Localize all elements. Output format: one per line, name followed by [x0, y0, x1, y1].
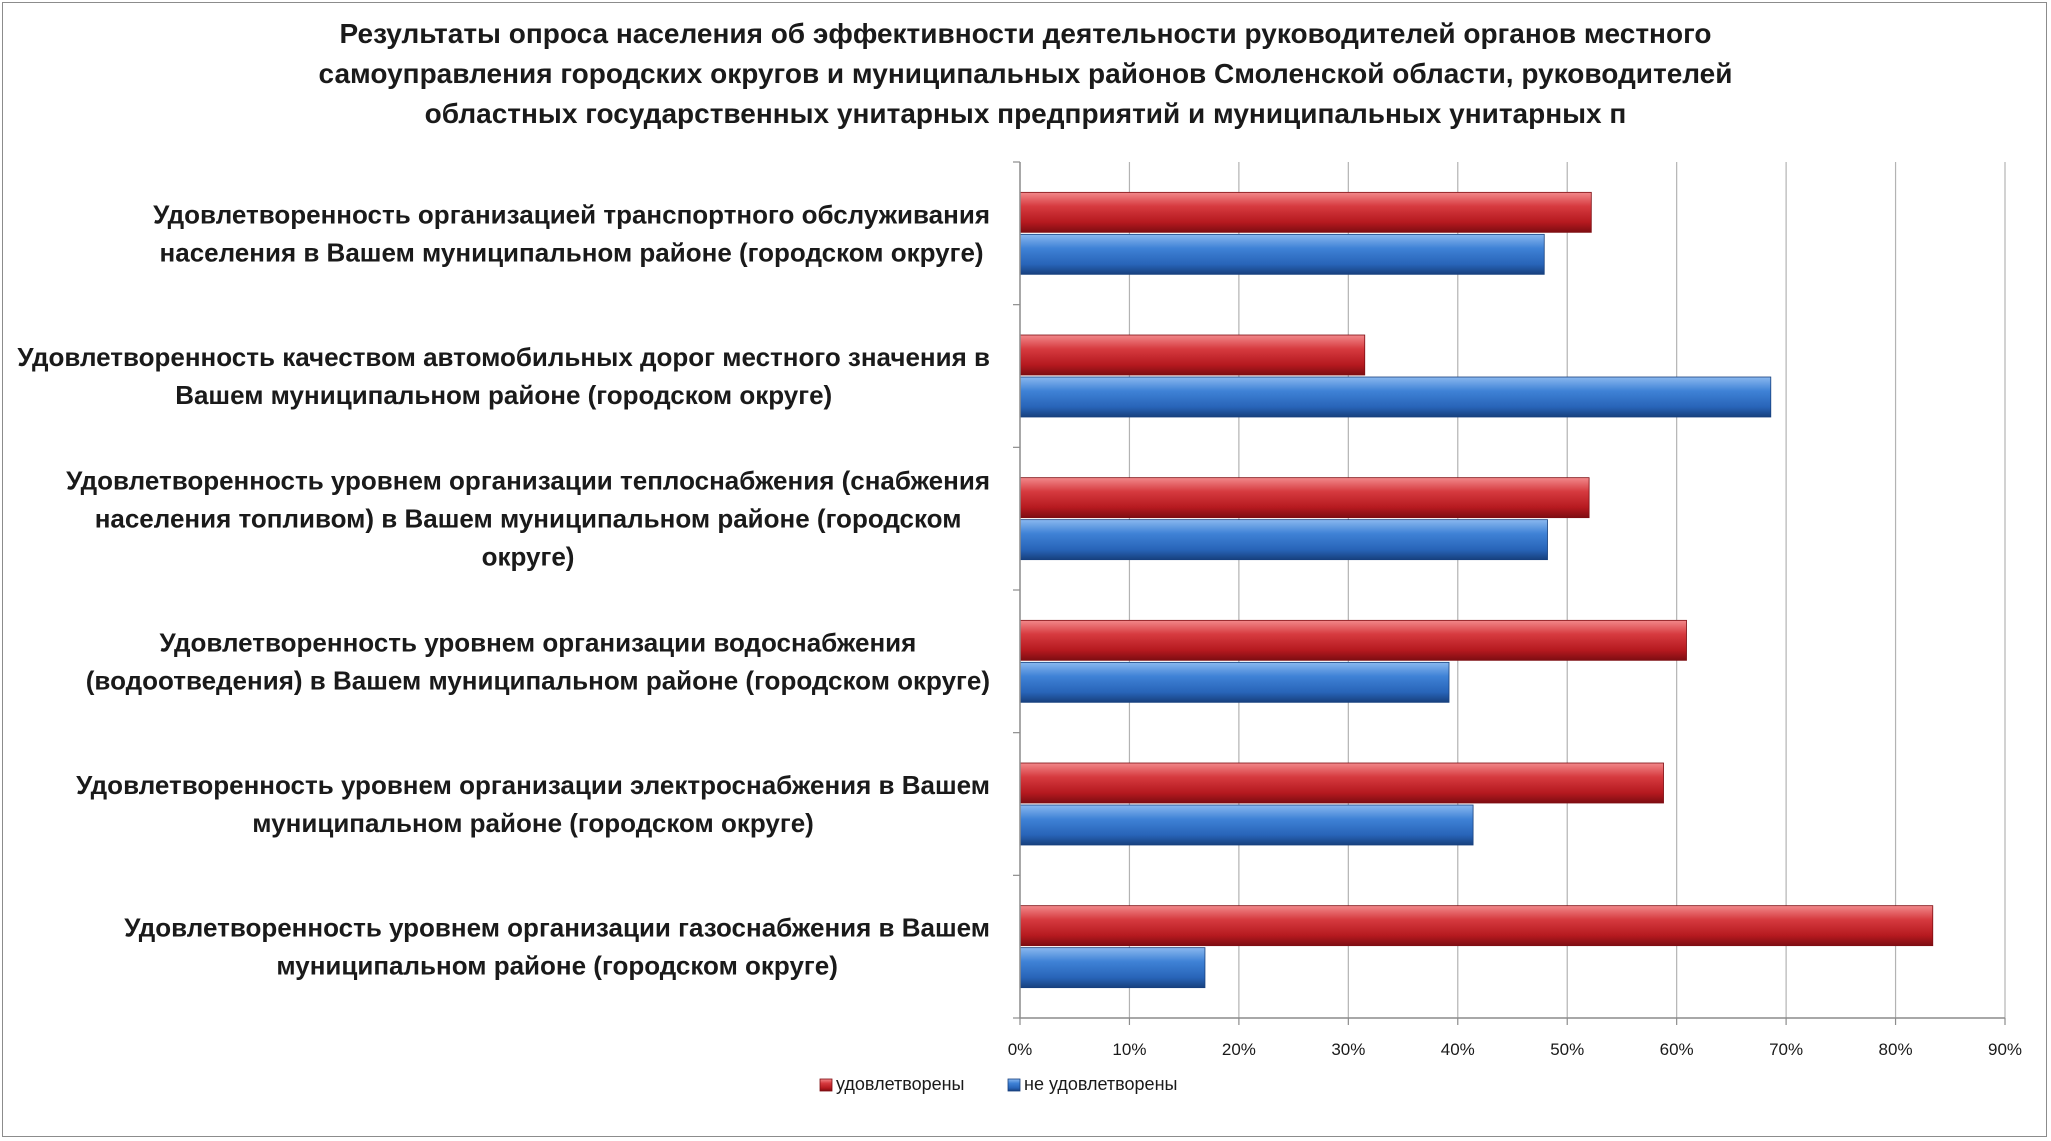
bar-not-satisfied-6 [1019, 947, 1206, 989]
bar-satisfied-5 [1019, 762, 1664, 804]
axis-group: 0% 10% 20% 30% 40% 50% 60% 70% 80% 90% [1008, 161, 2022, 1059]
category-label-6: Удовлетворенность уровнем организации га… [124, 913, 990, 981]
category-label-line: населения топливом) в Вашем муниципально… [95, 504, 962, 534]
x-tick-label: 10% [1112, 1040, 1146, 1059]
bar-satisfied-3 [1019, 477, 1590, 519]
grid-lines [1128, 162, 2006, 1018]
x-tick-label: 60% [1660, 1040, 1694, 1059]
bar-satisfied-4 [1019, 619, 1687, 661]
category-label-line: Вашем муниципальном районе (городском ок… [175, 380, 832, 410]
category-label-line: Удовлетворенность уровнем организации во… [159, 627, 916, 657]
bar-not-satisfied-5 [1019, 804, 1474, 846]
category-label-line: Удовлетворенность организацией транспорт… [153, 199, 990, 229]
x-tick-label: 80% [1879, 1040, 1913, 1059]
category-label-line: Удовлетворенность уровнем организации эл… [76, 770, 990, 800]
chart-title-line-1: Результаты опроса населения об эффективн… [339, 18, 1712, 49]
category-label-2: Удовлетворенность качеством автомобильны… [17, 342, 990, 410]
bar-satisfied-2 [1019, 334, 1366, 376]
legend-label-2: не удовлетворены [1024, 1074, 1177, 1094]
category-label-line: Удовлетворенность качеством автомобильны… [17, 342, 990, 372]
category-label-line: Удовлетворенность уровнем организации те… [66, 466, 990, 496]
legend: удовлетворены не удовлетворены [819, 1074, 1177, 1094]
bar-not-satisfied-4 [1019, 661, 1450, 703]
category-label-5: Удовлетворенность уровнем организации эл… [76, 770, 990, 838]
bar-satisfied-6 [1019, 905, 1934, 947]
category-label-line: Удовлетворенность уровнем организации га… [124, 913, 990, 943]
category-label-4: Удовлетворенность уровнем организации во… [86, 627, 990, 695]
x-tick-label: 70% [1769, 1040, 1803, 1059]
bar-not-satisfied-3 [1019, 519, 1548, 561]
x-tick-label: 0% [1008, 1040, 1033, 1059]
x-tick-label: 50% [1550, 1040, 1584, 1059]
x-tick-label: 90% [1988, 1040, 2022, 1059]
x-tick-label: 20% [1222, 1040, 1256, 1059]
bars-group [1019, 191, 1934, 989]
x-tick-label: 40% [1441, 1040, 1475, 1059]
legend-swatch-2 [1007, 1078, 1021, 1092]
category-label-1: Удовлетворенность организацией транспорт… [153, 199, 990, 267]
legend-label-1: удовлетворены [836, 1074, 965, 1094]
bar-not-satisfied-2 [1019, 376, 1772, 418]
x-tick-label: 30% [1331, 1040, 1365, 1059]
category-label-line: населения в Вашем муниципальном районе (… [160, 237, 984, 267]
category-labels: Удовлетворенность организацией транспорт… [17, 199, 990, 980]
bar-not-satisfied-1 [1019, 233, 1545, 275]
category-label-line: муниципальном районе (городском округе) [276, 951, 838, 981]
bar-satisfied-1 [1019, 191, 1592, 233]
chart-title-line-2: самоуправления городских округов и муниц… [318, 58, 1733, 89]
legend-swatch-1 [819, 1078, 833, 1092]
category-label-line: (водоотведения) в Вашем муниципальном ра… [86, 665, 990, 695]
chart-title-line-3: областных государственных унитарных пред… [424, 98, 1627, 129]
category-label-line: муниципальном районе (городском округе) [252, 808, 814, 838]
category-label-line: округе) [482, 542, 575, 572]
chart-title: Результаты опроса населения об эффективн… [0, 14, 2051, 134]
category-label-3: Удовлетворенность уровнем организации те… [66, 466, 990, 572]
